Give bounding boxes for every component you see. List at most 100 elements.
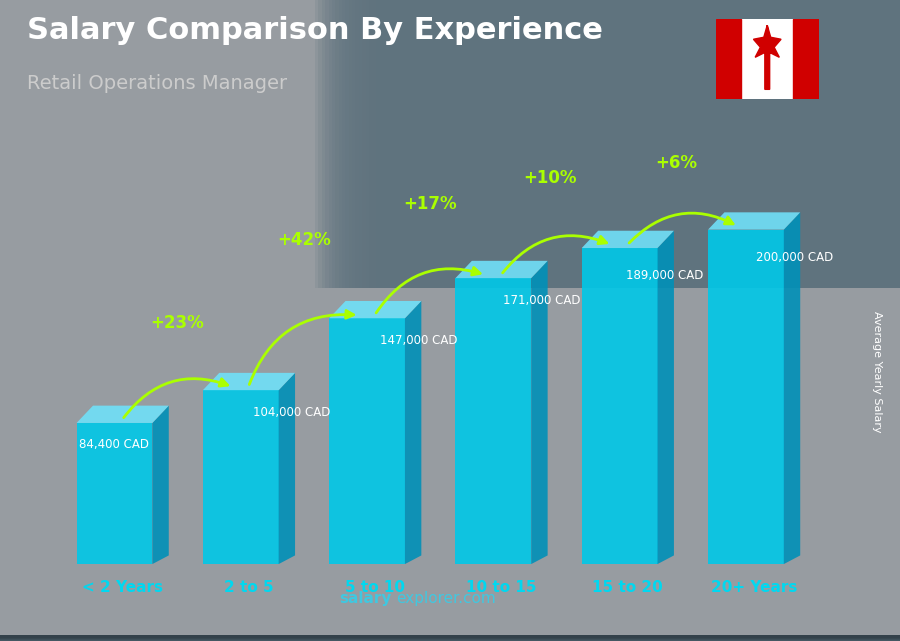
Polygon shape	[0, 636, 900, 639]
Polygon shape	[0, 637, 900, 640]
Polygon shape	[202, 390, 279, 564]
Polygon shape	[0, 635, 900, 638]
Polygon shape	[76, 423, 152, 564]
Polygon shape	[430, 0, 900, 288]
Polygon shape	[0, 637, 900, 640]
Polygon shape	[396, 0, 900, 288]
Text: 189,000 CAD: 189,000 CAD	[626, 269, 703, 282]
Text: +17%: +17%	[403, 195, 457, 213]
Polygon shape	[0, 636, 900, 639]
Polygon shape	[0, 635, 900, 638]
Polygon shape	[0, 635, 900, 638]
Polygon shape	[0, 635, 900, 638]
Polygon shape	[0, 637, 900, 640]
Polygon shape	[0, 636, 900, 639]
Polygon shape	[708, 229, 784, 564]
Polygon shape	[0, 636, 900, 639]
Polygon shape	[0, 638, 900, 641]
Polygon shape	[0, 638, 900, 641]
Polygon shape	[0, 636, 900, 639]
Polygon shape	[455, 261, 547, 278]
Polygon shape	[0, 636, 900, 639]
Polygon shape	[487, 0, 900, 288]
Text: 147,000 CAD: 147,000 CAD	[380, 334, 457, 347]
Polygon shape	[0, 635, 900, 638]
Polygon shape	[359, 0, 900, 288]
Polygon shape	[0, 638, 900, 641]
Polygon shape	[0, 637, 900, 640]
Polygon shape	[400, 0, 900, 288]
Polygon shape	[0, 637, 900, 640]
Polygon shape	[0, 637, 900, 640]
Polygon shape	[0, 636, 900, 639]
Text: Salary Comparison By Experience: Salary Comparison By Experience	[27, 16, 603, 45]
Polygon shape	[0, 636, 900, 639]
Polygon shape	[481, 0, 900, 288]
Polygon shape	[427, 0, 900, 288]
Polygon shape	[0, 636, 900, 639]
Polygon shape	[202, 373, 295, 390]
Polygon shape	[0, 635, 900, 638]
Polygon shape	[0, 637, 900, 640]
Polygon shape	[0, 638, 900, 641]
Polygon shape	[0, 637, 900, 640]
Polygon shape	[0, 637, 900, 640]
Polygon shape	[0, 637, 900, 640]
Polygon shape	[0, 638, 900, 641]
Polygon shape	[0, 635, 900, 638]
Polygon shape	[0, 637, 900, 640]
Polygon shape	[497, 0, 900, 288]
Polygon shape	[446, 0, 900, 288]
Polygon shape	[0, 637, 900, 640]
Text: +10%: +10%	[524, 169, 577, 187]
Polygon shape	[0, 636, 900, 639]
Polygon shape	[0, 637, 900, 640]
Polygon shape	[0, 637, 900, 640]
Polygon shape	[0, 635, 900, 638]
Polygon shape	[0, 637, 900, 640]
Polygon shape	[0, 636, 900, 639]
Polygon shape	[500, 0, 900, 288]
Polygon shape	[0, 637, 900, 640]
Polygon shape	[0, 638, 900, 641]
Polygon shape	[0, 637, 900, 640]
Polygon shape	[329, 301, 421, 319]
Polygon shape	[0, 636, 900, 639]
Polygon shape	[0, 637, 900, 640]
Polygon shape	[0, 638, 900, 641]
Polygon shape	[0, 637, 900, 640]
Polygon shape	[0, 636, 900, 639]
Polygon shape	[0, 637, 900, 640]
Polygon shape	[708, 212, 800, 229]
Polygon shape	[0, 637, 900, 640]
Polygon shape	[405, 301, 421, 564]
Polygon shape	[0, 637, 900, 640]
Polygon shape	[0, 637, 900, 640]
Polygon shape	[0, 637, 900, 640]
Polygon shape	[348, 0, 900, 288]
Polygon shape	[0, 637, 900, 640]
Polygon shape	[0, 635, 900, 638]
Polygon shape	[0, 635, 900, 638]
Polygon shape	[322, 0, 900, 288]
Polygon shape	[0, 637, 900, 640]
Polygon shape	[328, 0, 900, 288]
Polygon shape	[342, 0, 900, 288]
Polygon shape	[753, 25, 781, 89]
Polygon shape	[456, 0, 900, 288]
Polygon shape	[0, 637, 900, 640]
Polygon shape	[0, 635, 900, 638]
Polygon shape	[0, 637, 900, 640]
Polygon shape	[0, 635, 900, 638]
Polygon shape	[0, 637, 900, 640]
Polygon shape	[0, 637, 900, 640]
Polygon shape	[0, 635, 900, 638]
Polygon shape	[0, 637, 900, 640]
Polygon shape	[0, 637, 900, 640]
Polygon shape	[0, 638, 900, 641]
Polygon shape	[0, 637, 900, 640]
Polygon shape	[433, 0, 900, 288]
Polygon shape	[450, 0, 900, 288]
Polygon shape	[0, 635, 900, 638]
Text: Average Yearly Salary: Average Yearly Salary	[872, 311, 883, 433]
